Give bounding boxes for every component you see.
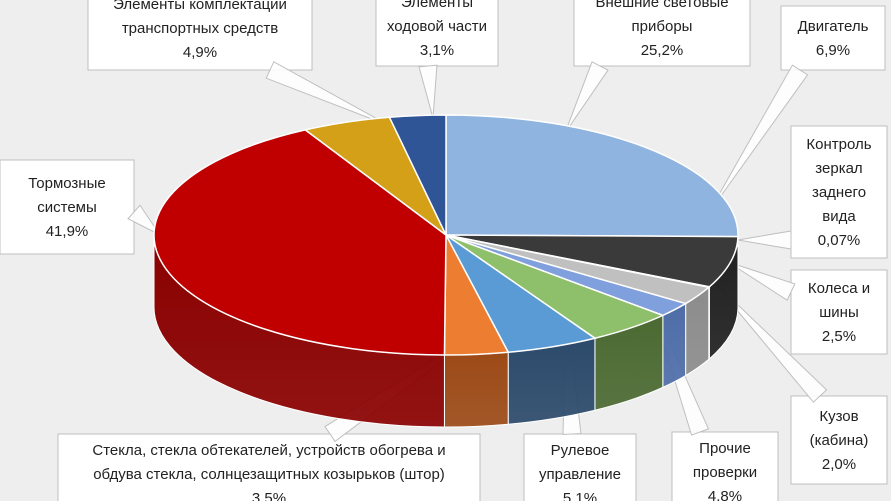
data-label-line-4: (кабина): [810, 432, 869, 449]
data-label-value-8: 41,9%: [46, 223, 89, 240]
callout-pointer-3: [727, 261, 796, 301]
data-label-line-7: обдува стекла, солнцезащитных козырьков …: [93, 466, 445, 483]
data-label-line-7: Стекла, стекла обтекателей, устройств об…: [92, 442, 445, 459]
pie-slice-1: [445, 234, 739, 288]
callout-8: [0, 159, 162, 255]
callout-pointer-9: [265, 61, 391, 127]
pie-slices: [153, 114, 739, 356]
callout-box-6: [523, 433, 637, 501]
data-label-value-9: 4,9%: [183, 44, 217, 61]
data-label-line-0: приборы: [632, 18, 693, 35]
callout-pointer-2: [737, 230, 792, 250]
data-label-2: Контроль зеркал заднего вида 0,07%: [806, 136, 871, 249]
callout-box-3: [790, 269, 888, 355]
pie-sides: [153, 234, 739, 428]
callout-pointer-8: [127, 204, 162, 237]
callout-pointer-4: [711, 279, 828, 403]
pie-side-7: [443, 351, 509, 428]
data-label-line-6: Рулевое: [551, 442, 610, 459]
data-label-value-7: 3,5%: [252, 490, 286, 501]
callout-10: [375, 0, 499, 119]
data-label-line-3: Колеса и: [808, 280, 870, 297]
data-label-7: Стекла, стекла обтекателей, устройств об…: [92, 442, 445, 501]
data-label-value-10: 3,1%: [420, 42, 454, 59]
callout-box-2: [790, 125, 888, 259]
callout-9: [87, 0, 391, 127]
data-label-line-4: Кузов: [819, 408, 858, 425]
data-label-line-0: Внешние световые: [595, 0, 728, 11]
data-label-3: Колеса и шины 2,5%: [808, 280, 870, 345]
data-label-5: Прочие проверки 4,8%: [693, 440, 757, 501]
data-label-line-5: Прочие: [699, 440, 751, 457]
data-label-value-3: 2,5%: [822, 328, 856, 345]
data-label-line-10: Элементы: [401, 0, 473, 11]
data-label-0: Внешние световые приборы 25,2%: [595, 0, 728, 59]
data-label-line-2: вида: [822, 208, 856, 225]
data-label-line-2: зеркал: [815, 160, 862, 177]
data-label-10: Элементы ходовой части 3,1%: [387, 0, 487, 59]
callout-pointer-0: [564, 61, 609, 134]
callout-box-1: [780, 5, 886, 71]
label-layer: Внешние световые приборы 25,2% Двигатель 6,9…: [28, 0, 871, 501]
data-label-line-8: Тормозные: [28, 175, 105, 192]
callout-box-10: [375, 0, 499, 67]
data-label-value-1: 6,9%: [816, 42, 850, 59]
callout-2: [737, 125, 888, 259]
data-label-value-2: 0,07%: [818, 232, 861, 249]
pie-side-4: [662, 302, 687, 389]
data-label-4: Кузов (кабина) 2,0%: [810, 408, 869, 473]
callout-box-8: [0, 159, 135, 255]
callout-6: [523, 310, 637, 501]
callout-4: [711, 279, 888, 485]
callout-pointer-1: [707, 64, 809, 215]
data-label-value-5: 4,8%: [708, 488, 742, 501]
data-label-line-1: Двигатель: [798, 18, 869, 35]
callout-box-4: [790, 395, 888, 485]
data-label-8: Тормозные системы 41,9%: [28, 175, 105, 240]
data-label-line-3: шины: [819, 304, 858, 321]
data-label-line-10: ходовой части: [387, 18, 487, 35]
data-label-value-4: 2,0%: [822, 456, 856, 473]
data-label-6: Рулевое управление 5,1%: [539, 442, 621, 501]
data-label-line-9: Элементы комплектации: [113, 0, 287, 13]
data-label-line-9: транспортных средств: [122, 20, 278, 37]
pie-slice-8: [153, 129, 447, 356]
callout-1: [707, 5, 886, 215]
data-label-line-6: управление: [539, 466, 621, 483]
data-label-value-0: 25,2%: [641, 42, 684, 59]
pie-slice-0: [445, 114, 739, 238]
data-label-value-6: 5,1%: [563, 490, 597, 501]
callout-box-0: [573, 0, 751, 67]
data-label-line-5: проверки: [693, 464, 757, 481]
callout-box-5: [671, 431, 779, 501]
callout-pointer-10: [418, 64, 438, 119]
data-label-line-8: системы: [37, 199, 97, 216]
data-label-9: Элементы комплектации транспортных средст…: [113, 0, 287, 61]
callout-0: [564, 0, 751, 134]
callout-box-9: [87, 0, 313, 71]
data-label-1: Двигатель 6,9%: [798, 18, 869, 59]
callout-3: [727, 261, 888, 355]
pie-slice-10: [388, 114, 447, 236]
data-label-line-2: заднего: [812, 184, 866, 201]
callout-box-7: [57, 433, 481, 501]
data-label-line-2: Контроль: [806, 136, 871, 153]
